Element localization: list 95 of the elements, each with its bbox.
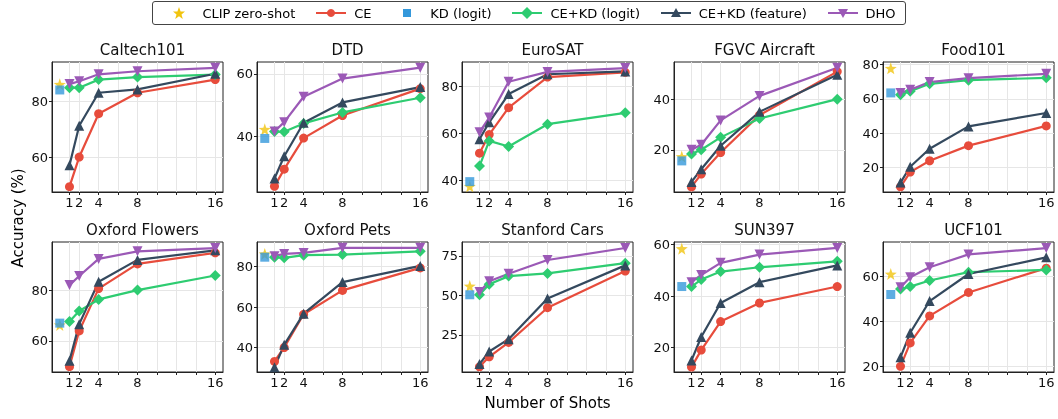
x-tick-label: 4 [925,195,934,210]
y-tick-label: 80 [862,56,879,72]
x-tick-label: 1 [687,195,696,210]
legend-label: CLIP zero-shot [202,5,296,21]
y-tick-label: 80 [441,78,458,94]
x-tick-label: 2 [75,375,84,390]
x-tick-label: 8 [755,375,764,390]
x-tick-label: 16 [411,375,429,390]
x-tick-label: 4 [299,195,308,210]
y-tick-label: 40 [441,173,458,189]
chart-title: SUN397 [734,220,795,239]
x-tick-label: 8 [133,195,142,210]
x-tick-label: 4 [504,375,513,390]
y-tick-label: 40 [862,125,879,141]
x-axis-title: Number of Shots [484,394,611,412]
y-tick-label: 40 [236,129,253,145]
x-tick-label: 2 [280,195,289,210]
x-tick-label: 16 [1037,375,1055,390]
x-tick-label: 16 [1037,195,1055,210]
x-tick-label: 1 [65,195,74,210]
y-tick-label: 60 [653,237,670,253]
y-tick-label: 60 [862,91,879,107]
y-tick-label: 60 [236,66,253,82]
legend-label: DHO [865,5,896,21]
x-tick-label: 2 [280,375,289,390]
y-axis-title: Accuracy (%) [9,168,27,268]
x-tick-label: 2 [485,195,494,210]
y-tick-label: 75 [441,248,458,264]
x-tick-label: 2 [906,375,915,390]
y-tick-label: 50 [441,287,458,303]
chart-title: UCF101 [944,220,1003,239]
y-tick-label: 40 [653,91,670,107]
legend-label: KD (logit) [430,5,492,21]
y-tick-label: 80 [31,93,48,109]
x-tick-label: 2 [906,195,915,210]
chart-title: Oxford Pets [304,220,392,239]
y-tick-label: 80 [31,282,48,298]
chart-title: Stanford Cars [501,220,604,239]
x-tick-label: 1 [475,195,484,210]
x-tick-label: 1 [270,375,279,390]
legend-label: CE+KD (feature) [698,5,807,21]
chart-title: Oxford Flowers [86,220,200,239]
y-tick-label: 20 [862,358,879,374]
x-tick-label: 8 [338,195,347,210]
x-tick-label: 8 [964,375,973,390]
x-tick-label: 16 [411,195,429,210]
y-tick-label: 60 [236,299,253,315]
legend-label: CE+KD (logit) [550,5,640,21]
x-tick-label: 1 [896,375,905,390]
y-tick-label: 20 [653,340,670,356]
chart-title: DTD [331,40,364,59]
x-tick-label: 8 [964,195,973,210]
x-tick-label: 4 [925,375,934,390]
chart-title: Caltech101 [99,40,186,59]
x-tick-label: 1 [270,195,279,210]
y-tick-label: 25 [441,327,458,343]
x-tick-label: 4 [504,195,513,210]
x-tick-label: 2 [697,195,706,210]
x-tick-label: 4 [94,195,103,210]
x-tick-label: 16 [828,375,846,390]
y-tick-label: 60 [31,149,48,165]
x-tick-label: 8 [543,195,552,210]
x-tick-label: 4 [94,375,103,390]
x-tick-label: 16 [206,195,224,210]
chart-title: FGVC Aircraft [714,40,815,59]
x-tick-label: 16 [828,195,846,210]
x-tick-label: 16 [616,195,634,210]
y-tick-label: 60 [441,126,458,142]
x-tick-label: 1 [65,375,74,390]
y-tick-label: 80 [236,259,253,274]
x-tick-label: 16 [206,375,224,390]
y-tick-label: 20 [653,142,670,158]
x-tick-label: 8 [755,195,764,210]
x-tick-label: 4 [299,375,308,390]
x-tick-label: 1 [896,195,905,210]
chart-title: Food101 [941,40,1006,59]
legend-label: CE [354,5,372,21]
y-tick-label: 40 [653,288,670,304]
x-tick-label: 8 [338,375,347,390]
x-tick-label: 2 [485,375,494,390]
y-tick-label: 20 [862,159,879,175]
y-tick-label: 60 [862,268,879,284]
x-tick-label: 1 [687,375,696,390]
x-tick-label: 8 [133,375,142,390]
y-tick-label: 40 [862,313,879,329]
y-tick-label: 60 [31,333,48,349]
x-tick-label: 2 [75,195,84,210]
x-tick-label: 4 [716,195,725,210]
x-tick-label: 16 [616,375,634,390]
x-tick-label: 4 [716,375,725,390]
x-tick-label: 1 [475,375,484,390]
x-tick-label: 8 [543,375,552,390]
x-tick-label: 2 [697,375,706,390]
y-tick-label: 40 [236,340,253,355]
chart-title: EuroSAT [521,40,585,59]
